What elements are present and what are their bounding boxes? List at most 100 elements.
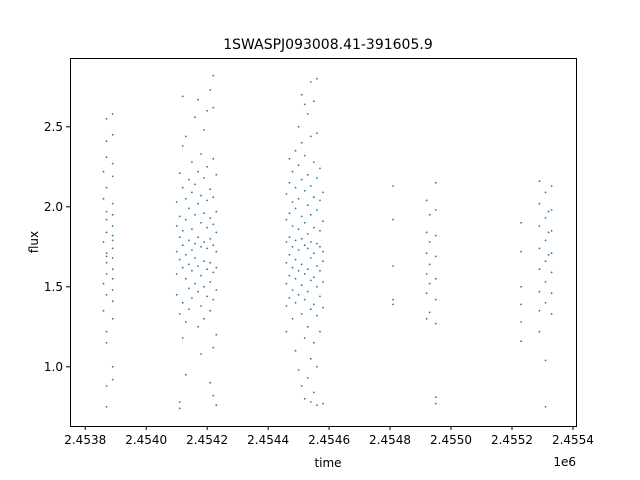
data-point [203,317,206,320]
data-point [322,191,324,194]
data-point [111,202,114,205]
data-point [322,402,324,405]
data-point [538,268,541,271]
data-point [392,218,395,221]
data-point [178,313,181,315]
data-point [203,241,206,243]
data-point [300,93,303,96]
data-point [291,170,294,173]
data-point [111,234,114,237]
x-tick-label: 2.4544 [247,433,289,447]
data-point [550,229,553,232]
data-point [428,213,431,216]
data-point [300,141,303,144]
data-point [197,325,199,328]
data-point [434,234,437,237]
data-point [547,210,550,213]
data-point [300,385,303,387]
data-point [309,308,312,311]
data-point [181,186,184,189]
data-point [215,210,218,213]
data-point [181,266,184,269]
data-point [316,77,318,80]
data-point [215,289,218,291]
x-tick-label: 2.4542 [186,433,228,447]
data-point [392,265,395,267]
data-point [434,402,437,405]
data-point [538,247,541,250]
data-point [392,185,395,187]
data-point [197,290,199,293]
data-point [544,260,547,263]
data-point [520,285,523,288]
data-point [181,301,184,304]
data-point [316,177,318,179]
data-point [212,271,215,274]
data-point [215,173,218,176]
data-point [191,161,193,163]
data-point [306,233,309,235]
data-point [194,116,196,119]
data-point [316,265,318,267]
data-point [203,212,206,215]
data-point [212,196,215,199]
data-point [538,202,541,205]
data-point [288,181,291,184]
data-point [303,298,306,301]
data-point [288,236,291,239]
data-point [184,218,187,221]
data-point [297,197,300,200]
data-point [297,269,300,272]
data-point [306,173,309,176]
data-point [175,225,178,227]
data-point [206,247,209,250]
data-point [191,297,193,299]
data-point [550,271,553,274]
data-point [206,165,209,168]
data-point [312,252,315,255]
data-point [288,157,291,160]
data-point [434,298,437,301]
data-point [306,268,309,271]
data-point [102,197,105,200]
data-point [425,292,428,295]
data-point [105,261,108,264]
data-point [206,295,209,298]
data-point [322,306,324,309]
data-point [194,282,196,285]
data-point [303,103,306,106]
data-point [209,309,212,312]
data-point [544,405,547,408]
data-point [111,268,114,271]
data-point [294,149,297,152]
data-point [285,261,288,264]
data-point [209,89,212,91]
data-point [209,217,212,219]
data-point [322,250,324,253]
data-point [194,213,196,216]
data-point [212,106,215,109]
data-point [184,277,187,280]
data-point [105,330,108,333]
data-point [187,287,190,290]
data-point [184,253,187,256]
data-point [316,209,318,211]
data-point [303,221,306,224]
data-point [297,228,300,231]
data-point [111,277,114,280]
x-tick-label: 2.4540 [125,433,167,447]
data-point [312,226,315,229]
data-point [322,260,324,263]
data-point [200,221,202,224]
x-tick-label: 2.4550 [430,433,472,447]
data-point [434,181,437,184]
data-point [197,236,199,239]
data-point [425,231,428,234]
data-point [312,303,315,306]
data-point [212,74,215,77]
y-tick-label: 1.5 [44,280,63,294]
data-point [294,207,297,210]
data-point [111,113,114,115]
